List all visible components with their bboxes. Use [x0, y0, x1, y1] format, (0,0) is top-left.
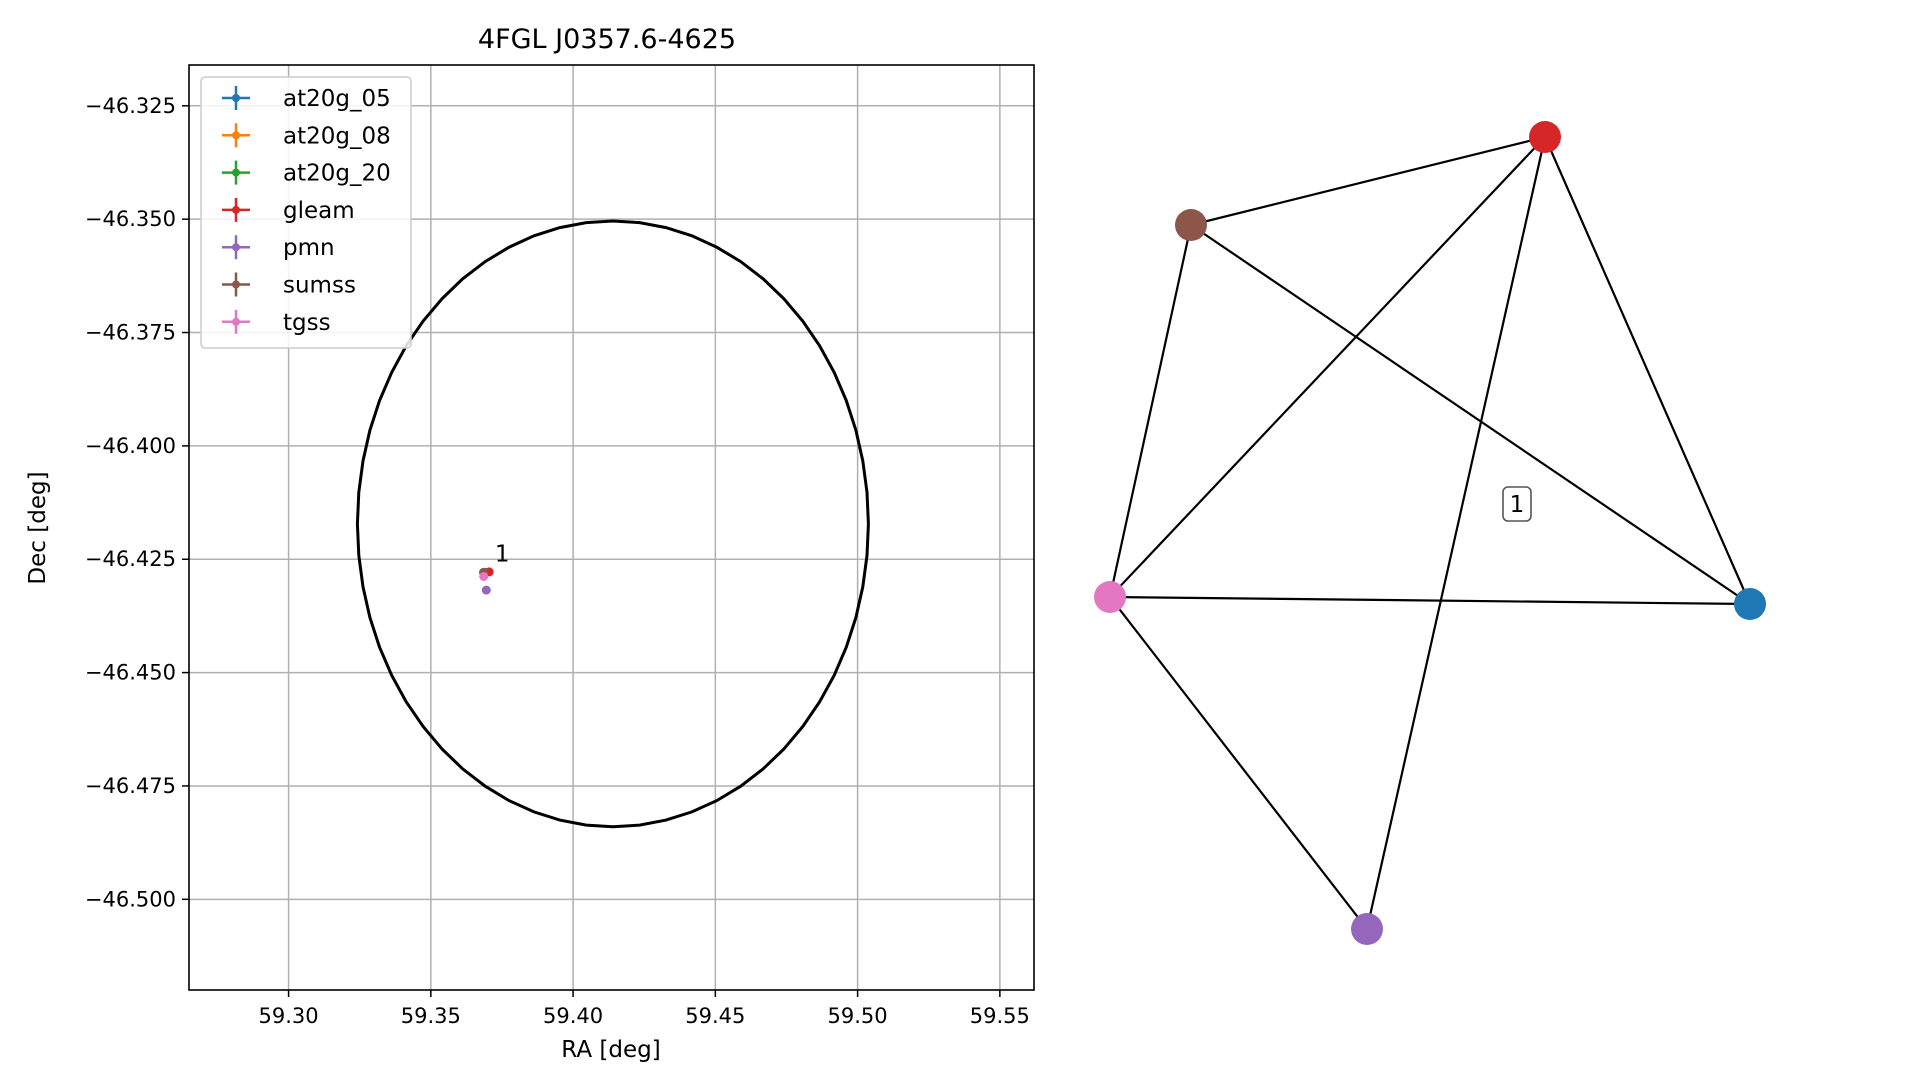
node-sumss: [1175, 209, 1207, 241]
legend-marker-dot: [232, 168, 240, 177]
x-axis-ticks: 59.30 59.35 59.40 59.45 59.50 59.55: [259, 990, 1030, 1028]
edge-gleam-pmn: [1365, 136, 1547, 930]
edge-gleam-at20g: [1543, 136, 1752, 605]
node-gleam: [1529, 121, 1561, 153]
legend-label: gleam: [283, 198, 355, 224]
source-points: [478, 567, 494, 595]
legend-marker-dot: [232, 243, 240, 252]
legend-marker-dot: [232, 94, 240, 102]
error-ellipse: [355, 219, 870, 829]
legend-item-tgss: tgss: [222, 309, 331, 336]
edge-sumss-tgss: [1108, 224, 1193, 598]
x-tick-label: 59.55: [970, 1004, 1030, 1028]
legend-box: [200, 76, 412, 349]
legend-marker-dot: [232, 205, 240, 214]
graph-edges: [1108, 135, 1752, 930]
edge-gleam-tgss: [1109, 136, 1546, 598]
scatter-panel: 4FGL J0357.6-4625 1 59.30 59.35 59.40 59.45…: [25, 24, 1035, 1063]
edge-sumss-at20g: [1190, 224, 1751, 605]
node-at20g: [1734, 588, 1766, 620]
graph-nodes: [1094, 121, 1766, 945]
y-tick-label: −46.325: [85, 94, 176, 118]
legend-label: tgss: [283, 310, 331, 336]
y-tick-label: −46.425: [85, 547, 176, 571]
grid: [189, 65, 1034, 990]
legend-label: at20g_08: [283, 123, 391, 149]
x-tick-label: 59.45: [685, 1004, 745, 1028]
legend-item-gleam: gleam: [222, 197, 355, 224]
cluster-label: 1: [1502, 486, 1532, 522]
legend-item-pmn: pmn: [222, 235, 335, 261]
cluster-label-box: [1502, 486, 1532, 522]
node-tgss: [1094, 581, 1126, 613]
y-axis-ticks: −46.325 −46.350 −46.375 −46.400 −46.425 −46.4…: [85, 94, 189, 911]
y-tick-label: −46.450: [85, 661, 176, 685]
annotations: 1: [495, 542, 510, 568]
edge-tgss-at20g: [1109, 595, 1751, 606]
legend-label: pmn: [283, 235, 335, 261]
point-annotation: 1: [495, 542, 510, 568]
legend-label: at20g_05: [283, 86, 391, 112]
legend-marker-dot: [232, 317, 240, 326]
y-tick-label: −46.475: [85, 774, 176, 798]
x-axis-label: RA [deg]: [561, 1037, 660, 1063]
graph-panel: 1: [1094, 121, 1766, 945]
legend-item-sumss: sumss: [222, 272, 356, 299]
legend-marker-dot: [232, 131, 240, 140]
cluster-label-text: 1: [1510, 492, 1525, 518]
point-pmn: [481, 585, 491, 595]
x-tick-label: 59.40: [543, 1004, 603, 1028]
legend-label: sumss: [283, 273, 356, 299]
legend-item-at20g_05: at20g_05: [222, 86, 391, 112]
x-tick-label: 59.30: [259, 1004, 319, 1028]
edge-sumss-gleam: [1190, 135, 1546, 227]
edge-tgss-pmn: [1109, 596, 1368, 930]
chart-title: 4FGL J0357.6-4625: [478, 24, 736, 55]
y-axis-label: Dec [deg]: [25, 471, 51, 584]
y-tick-label: −46.400: [85, 434, 176, 458]
legend-label: at20g_20: [283, 161, 391, 187]
error-ellipse-group: [355, 219, 870, 829]
x-tick-label: 59.35: [401, 1004, 461, 1028]
node-pmn: [1351, 913, 1383, 945]
x-tick-label: 59.50: [828, 1004, 888, 1028]
point-tgss: [479, 571, 489, 581]
y-tick-label: −46.350: [85, 207, 176, 231]
legend-marker-dot: [232, 280, 240, 289]
legend-item-at20g_20: at20g_20: [222, 160, 391, 187]
y-tick-label: −46.375: [85, 321, 176, 345]
y-tick-label: −46.500: [85, 887, 176, 911]
legend-item-at20g_08: at20g_08: [222, 123, 391, 149]
plot-frame: [188, 64, 1035, 991]
